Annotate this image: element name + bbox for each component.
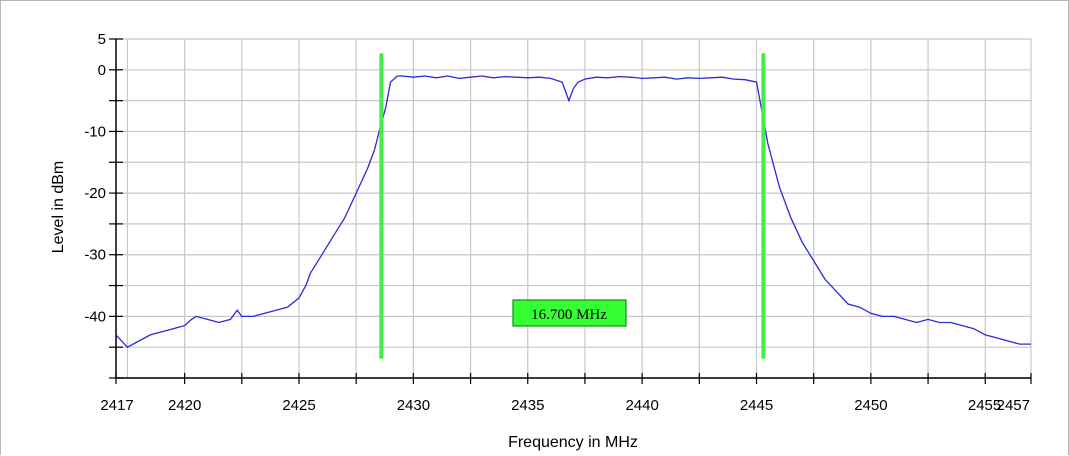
axis-ticks: [109, 38, 1032, 384]
series-line: [115, 75, 1031, 349]
x-tick-label: 2417: [100, 397, 133, 414]
x-tick-label: 2457: [997, 397, 1030, 414]
x-tick-label: 2445: [740, 397, 773, 414]
x-tick-label: 2440: [625, 397, 658, 414]
x-tick-label: 2425: [282, 397, 315, 414]
y-tick-label: 0: [98, 62, 106, 79]
x-tick-label: 2450: [854, 397, 887, 414]
x-axis-title: Frequency in MHz: [508, 434, 638, 451]
grid: [116, 38, 1032, 379]
x-tick-label: 2420: [168, 397, 201, 414]
marker-label-box: [512, 299, 627, 327]
x-tick-label: 2435: [511, 397, 544, 414]
y-tick-label: -40: [84, 308, 106, 325]
y-tick-label: -30: [84, 247, 106, 264]
y-axis-title: Level in dBm: [50, 161, 67, 254]
x-tick-label: 2455: [968, 397, 1001, 414]
markers: [379, 53, 766, 359]
y-tick-label: 5: [98, 31, 106, 48]
marker-label: 16.700 MHz: [512, 299, 627, 327]
y-tick-label: -20: [84, 185, 106, 202]
y-tick-label: -10: [84, 123, 106, 140]
x-tick-label: 2430: [397, 397, 430, 414]
marker-label-text: 16.700 MHz: [531, 307, 607, 323]
y-tick-labels: 5 0 -10 -20 -30 -40: [84, 31, 106, 325]
